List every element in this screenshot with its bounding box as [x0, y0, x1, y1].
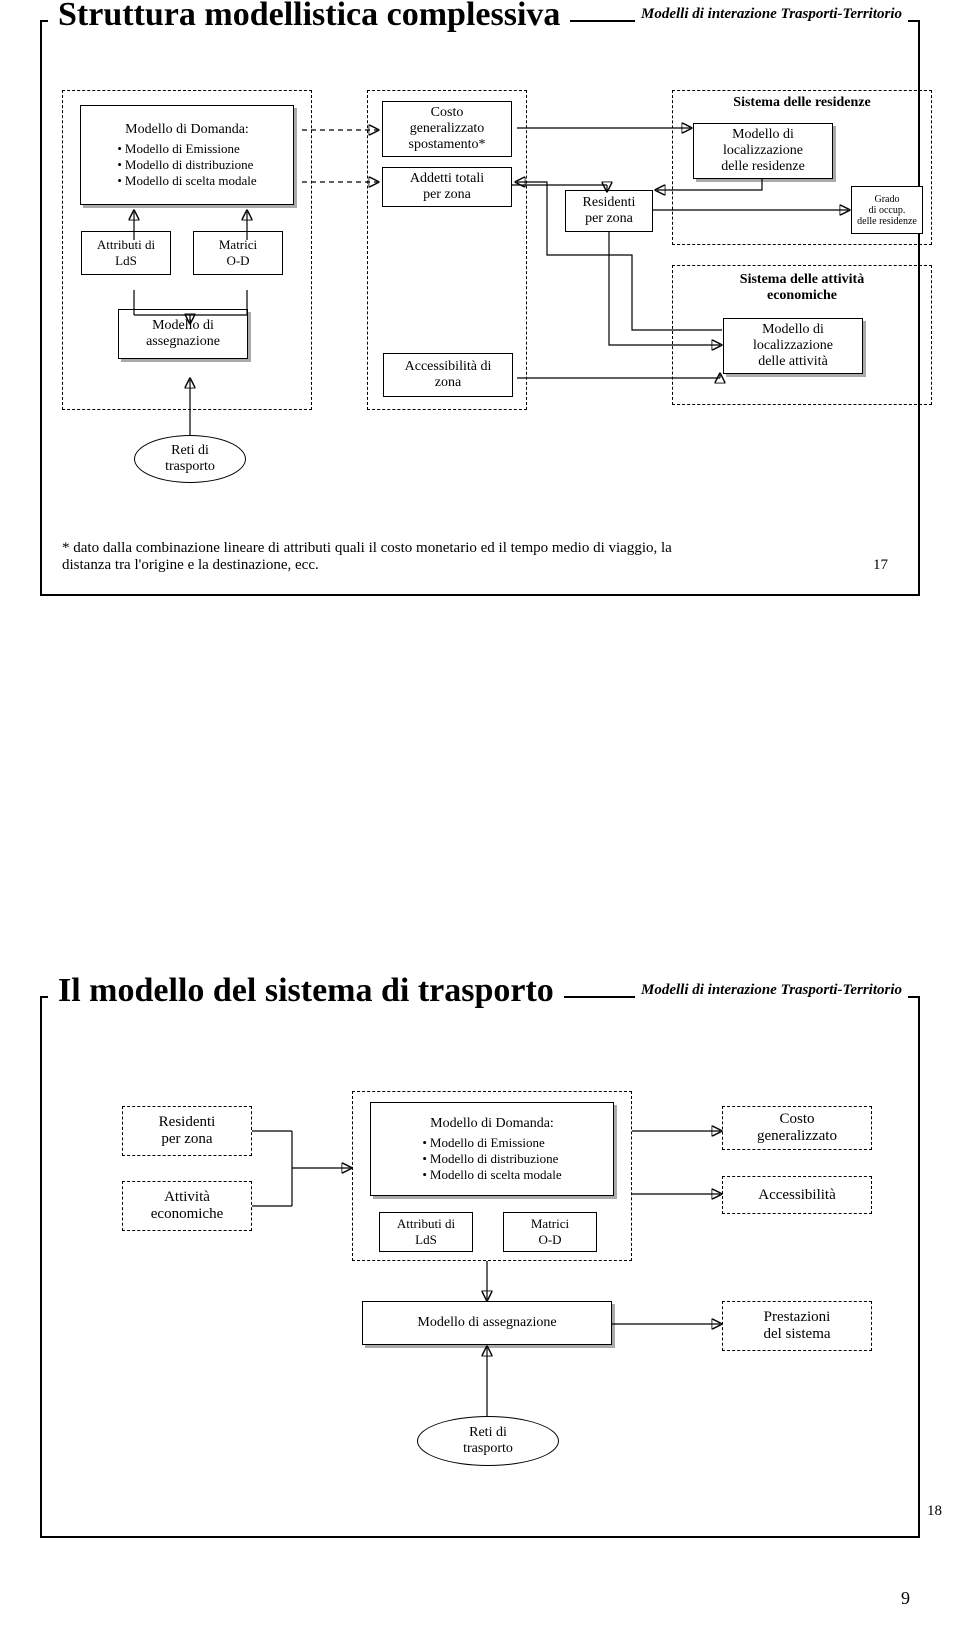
lds-box-2: Attributi di LdS: [379, 1212, 473, 1252]
prest-box-2: Prestazioni del sistema: [722, 1301, 872, 1351]
domanda-box-2: Modello di Domanda: Modello di Emissione…: [370, 1102, 614, 1196]
transport-group: Modello di Domanda: Modello di Emissione…: [62, 90, 312, 410]
sist-res-label: Sistema delle residenze: [673, 95, 931, 111]
grado-box: Grado di occup. delle residenze: [851, 186, 923, 234]
slide-title-2: Il modello del sistema di trasporto: [48, 972, 564, 1010]
loc-att-box: Modello di localizzazione delle attività: [723, 318, 863, 374]
page-number-bottom: 9: [0, 1578, 960, 1629]
assegnazione-box: Modello di assegnazione: [118, 309, 248, 359]
access-box: Accessibilità di zona: [383, 353, 513, 397]
domanda-title: Modello di Domanda:: [125, 122, 249, 138]
access-box-2: Accessibilità: [722, 1176, 872, 1214]
sistema-residenze-group: Sistema delle residenze Modello di local…: [672, 90, 932, 245]
header-label-2: Modelli di interazione Trasporti-Territo…: [635, 982, 908, 999]
sistema-attivita-group: Sistema delle attività economiche Modell…: [672, 265, 932, 405]
od-box: Matrici O-D: [193, 231, 283, 275]
costo-box: Costo generalizzato spostamento*: [382, 101, 512, 157]
attivita-box: Attività economiche: [122, 1181, 252, 1231]
domanda-group-2: Modello di Domanda: Modello di Emissione…: [352, 1091, 632, 1261]
slide-2: Modelli di interazione Trasporti-Territo…: [0, 976, 960, 1578]
slide-frame-2: Modelli di interazione Trasporti-Territo…: [40, 996, 920, 1538]
page-num-2: 18: [927, 1503, 942, 1520]
assegn-box-2: Modello di assegnazione: [362, 1301, 612, 1345]
slide-frame: Modelli di interazione Trasporti-Territo…: [40, 20, 920, 596]
reti-oval: Reti di trasporto: [134, 435, 246, 483]
slide-1: Modelli di interazione Trasporti-Territo…: [0, 0, 960, 636]
header-label: Modelli di interazione Trasporti-Territo…: [635, 6, 908, 23]
diagram-1: Modello di Domanda: Modello di Emissione…: [62, 90, 942, 530]
loc-res-box: Modello di localizzazione delle residenz…: [693, 123, 833, 179]
domanda-items: Modello di Emissione Modello di distribu…: [117, 141, 256, 189]
footnote: * dato dalla combinazione lineare di att…: [62, 540, 692, 574]
residenti-box: Residenti per zona: [565, 190, 653, 232]
page-num-1: 17: [873, 557, 888, 574]
residenti-box-2: Residenti per zona: [122, 1106, 252, 1156]
lds-box: Attributi di LdS: [81, 231, 171, 275]
sist-att-label: Sistema delle attività economiche: [673, 272, 931, 304]
cost-group: Costo generalizzato spostamento* Addetti…: [367, 90, 527, 410]
slide-title: Struttura modellistica complessiva: [48, 0, 570, 34]
addetti-box: Addetti totali per zona: [382, 167, 512, 207]
domanda-box: Modello di Domanda: Modello di Emissione…: [80, 105, 294, 205]
diagram-2: Residenti per zona Attività economiche M…: [62, 1086, 942, 1516]
reti-oval-2: Reti di trasporto: [417, 1416, 559, 1466]
od-box-2: Matrici O-D: [503, 1212, 597, 1252]
costo-box-2: Costo generalizzato: [722, 1106, 872, 1150]
